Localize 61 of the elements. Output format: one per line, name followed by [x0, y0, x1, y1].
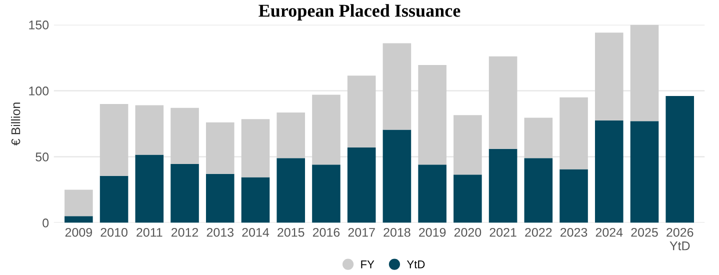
bar — [560, 169, 588, 223]
x-tick-label: 2014 — [242, 228, 270, 237]
x-tick-label: 2020 — [454, 228, 482, 237]
bar — [488, 148, 518, 223]
bar — [241, 119, 270, 178]
bar — [560, 97, 588, 170]
x-tick-label: 2025 — [631, 228, 658, 237]
bar — [241, 177, 270, 223]
x-tick-label: 2011 — [136, 228, 162, 237]
bar — [488, 56, 518, 149]
bar — [100, 176, 128, 223]
x-tick-label: 2024 — [596, 228, 623, 237]
x-tick-label: 2021 — [490, 228, 516, 237]
bar — [666, 96, 694, 223]
bar — [630, 24, 659, 122]
y-axis-title: € Billion — [11, 102, 20, 146]
x-tick-label: 2010 — [100, 228, 128, 237]
bar — [347, 76, 376, 148]
x-tick-label: 2015 — [278, 228, 304, 237]
bar — [170, 108, 199, 164]
bar — [64, 216, 93, 223]
bar — [312, 94, 340, 165]
y-tick-label: 100 — [29, 86, 49, 96]
bar — [418, 65, 446, 165]
y-tick-label: 50 — [36, 152, 49, 162]
bar — [382, 43, 412, 130]
bar — [170, 164, 199, 223]
y-tick-label: 150 — [29, 20, 49, 30]
bar — [64, 190, 93, 216]
bar — [276, 158, 306, 223]
bar — [206, 122, 234, 174]
x-tick-label: 2026 YtD — [666, 228, 694, 250]
bar — [135, 105, 164, 155]
x-tick-label: 2022 — [525, 228, 552, 237]
x-tick-label: 2012 — [172, 228, 198, 237]
y-tick-label: 0 — [42, 218, 49, 228]
bar — [312, 164, 340, 223]
x-tick-label: 2018 — [384, 228, 410, 237]
bar — [454, 174, 482, 223]
x-tick-label: 2009 — [65, 228, 92, 237]
x-tick-label: 2016 — [312, 228, 340, 237]
bar — [594, 32, 624, 120]
bar — [206, 174, 234, 223]
chart-title: European Placed Issuance — [258, 4, 460, 20]
bar — [135, 154, 164, 223]
bar — [630, 121, 659, 223]
bar — [524, 158, 553, 223]
legend-label: FY — [361, 260, 374, 268]
bar — [524, 118, 553, 158]
x-tick-label: 2013 — [206, 228, 234, 237]
legend-label: YtD — [406, 260, 425, 268]
x-tick-label: 2017 — [348, 228, 375, 237]
bar — [418, 164, 446, 223]
bar — [276, 112, 306, 158]
bar — [594, 120, 624, 223]
bar — [100, 104, 128, 176]
bar — [382, 130, 412, 223]
x-tick-label: 2019 — [419, 228, 446, 237]
x-tick-label: 2023 — [560, 228, 588, 237]
bar — [347, 148, 376, 223]
bar — [454, 115, 482, 175]
